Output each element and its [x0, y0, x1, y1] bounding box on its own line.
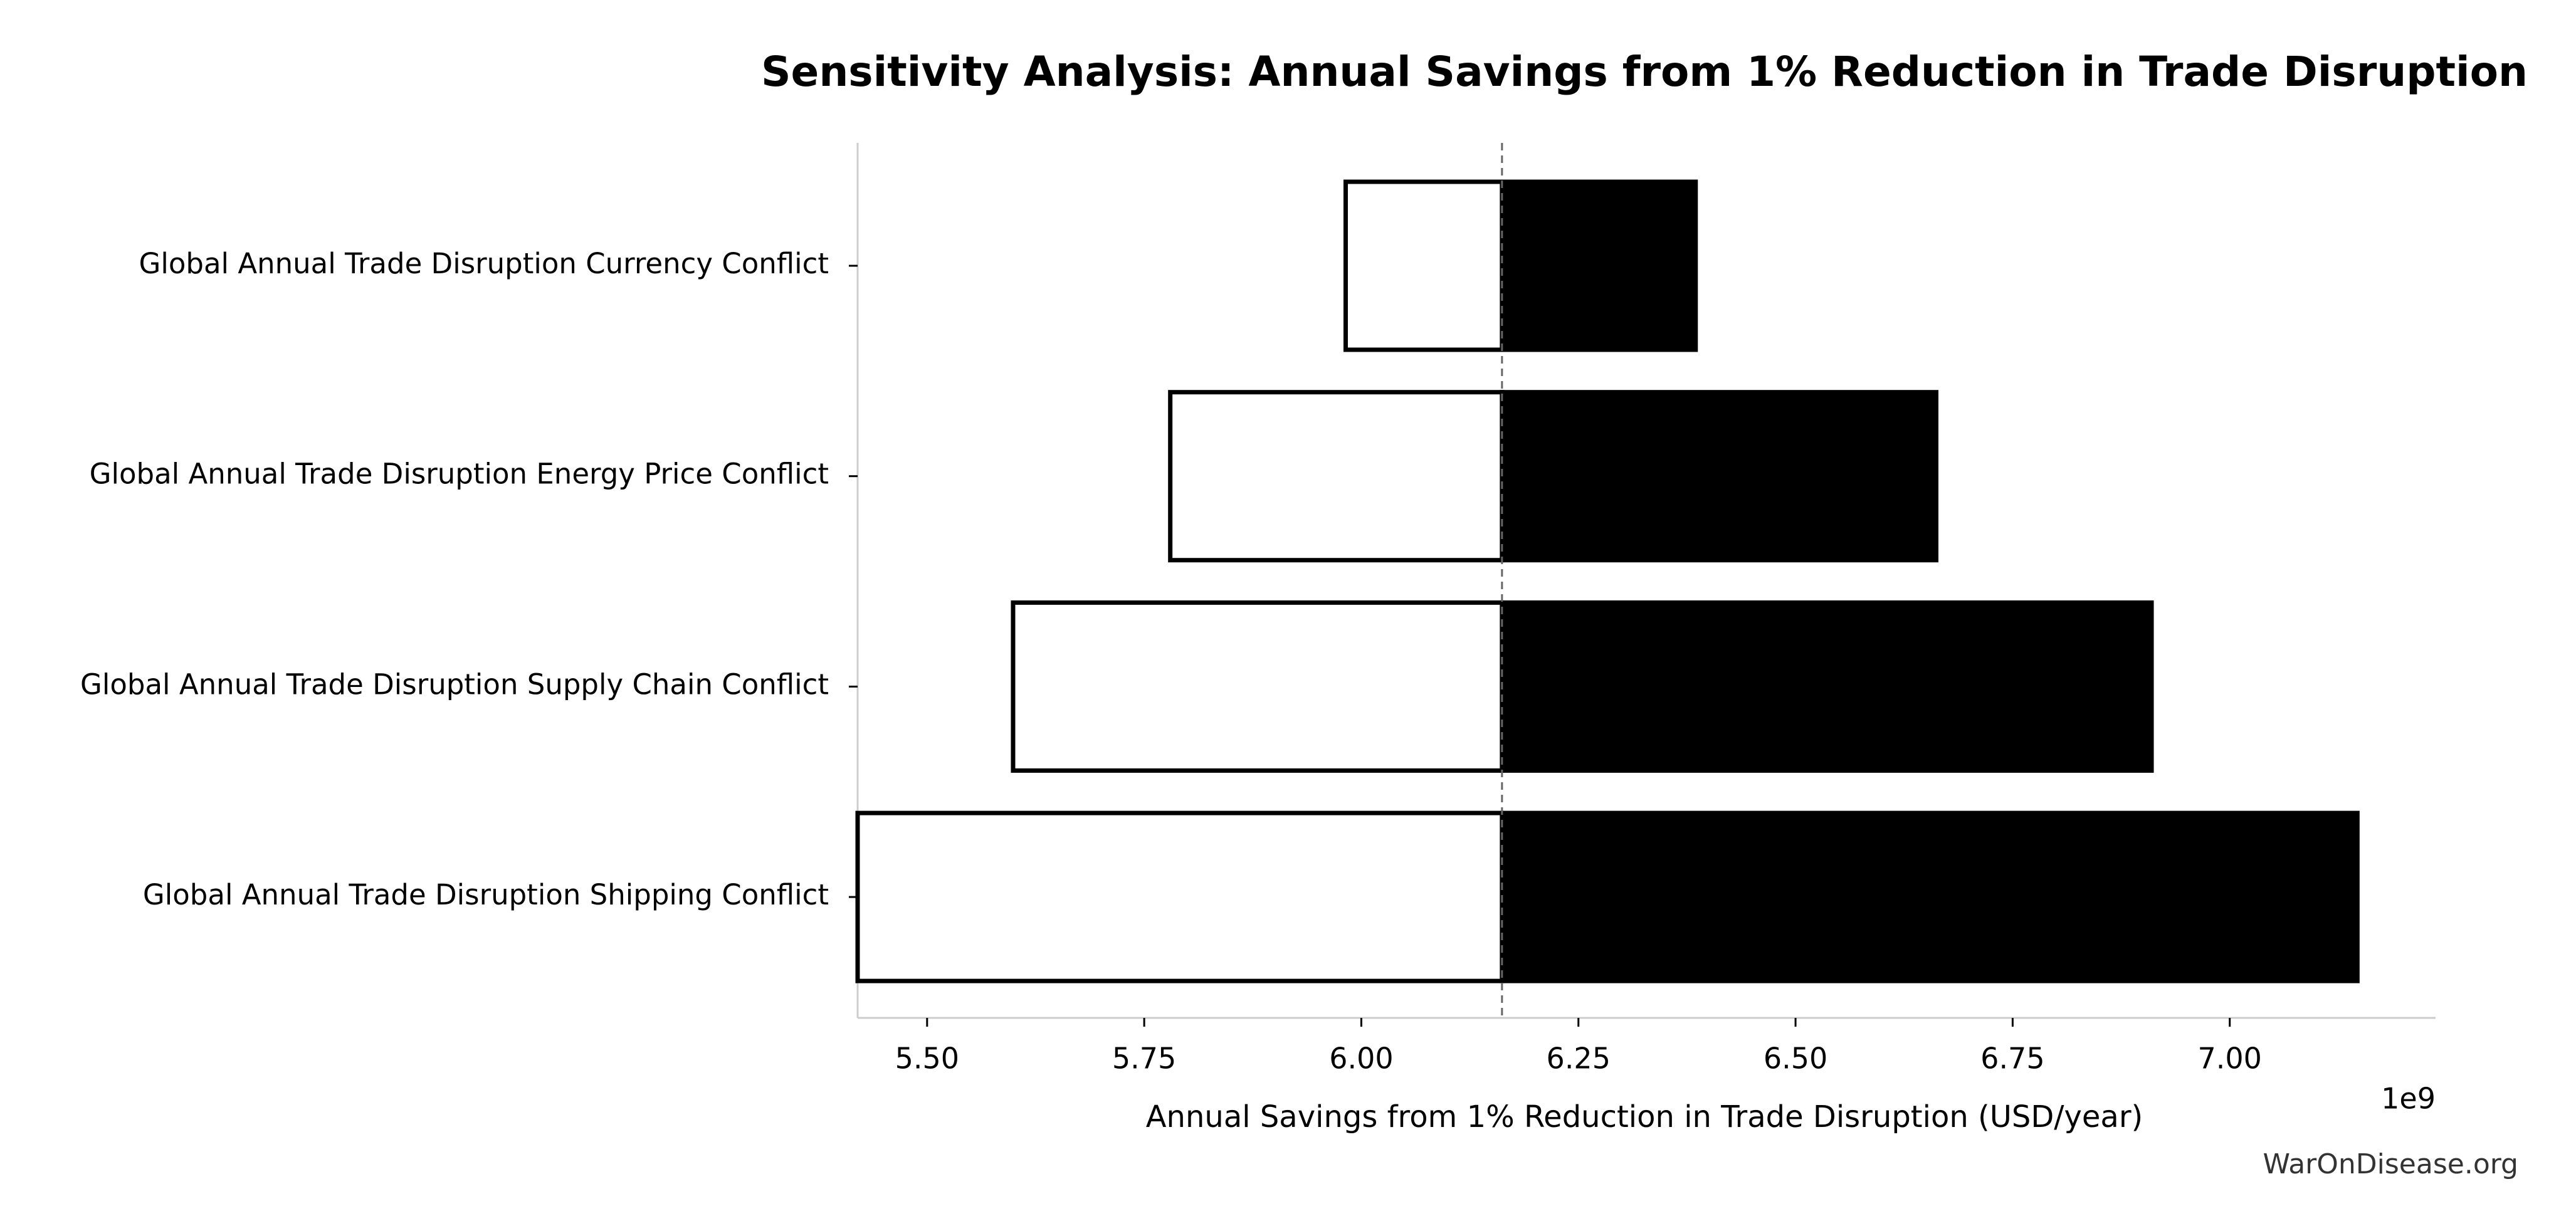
y-tick-label: Global Annual Trade Disruption Shipping …	[143, 878, 829, 911]
watermark: WarOnDisease.org	[2263, 1148, 2518, 1180]
x-axis-label: Annual Savings from 1% Reduction in Trad…	[1146, 1099, 2143, 1134]
high-bar	[1500, 390, 1938, 563]
x-tick-label: 6.00	[1329, 1042, 1393, 1076]
y-tick-label: Global Annual Trade Disruption Energy Pr…	[90, 458, 829, 491]
x-offset-label: 1e9	[2381, 1082, 2436, 1116]
high-bar	[1500, 179, 1698, 352]
y-tick-label: Global Annual Trade Disruption Supply Ch…	[80, 668, 829, 701]
y-tick-label: Global Annual Trade Disruption Currency …	[139, 247, 829, 280]
x-tick-label: 6.75	[1980, 1042, 2044, 1076]
low-bar	[1343, 179, 1505, 352]
x-tick-label: 5.75	[1112, 1042, 1176, 1076]
low-bar	[855, 810, 1505, 983]
low-bar	[1168, 390, 1505, 563]
high-bar	[1500, 810, 2360, 983]
x-tick-label: 5.50	[895, 1042, 959, 1076]
x-tick-label: 7.00	[2197, 1042, 2261, 1076]
x-tick-label: 6.25	[1547, 1042, 1611, 1076]
x-tick-label: 6.50	[1764, 1042, 1827, 1076]
high-bar	[1500, 600, 2154, 773]
chart-title: Sensitivity Analysis: Annual Savings fro…	[761, 48, 2528, 96]
low-bar	[1011, 600, 1505, 773]
